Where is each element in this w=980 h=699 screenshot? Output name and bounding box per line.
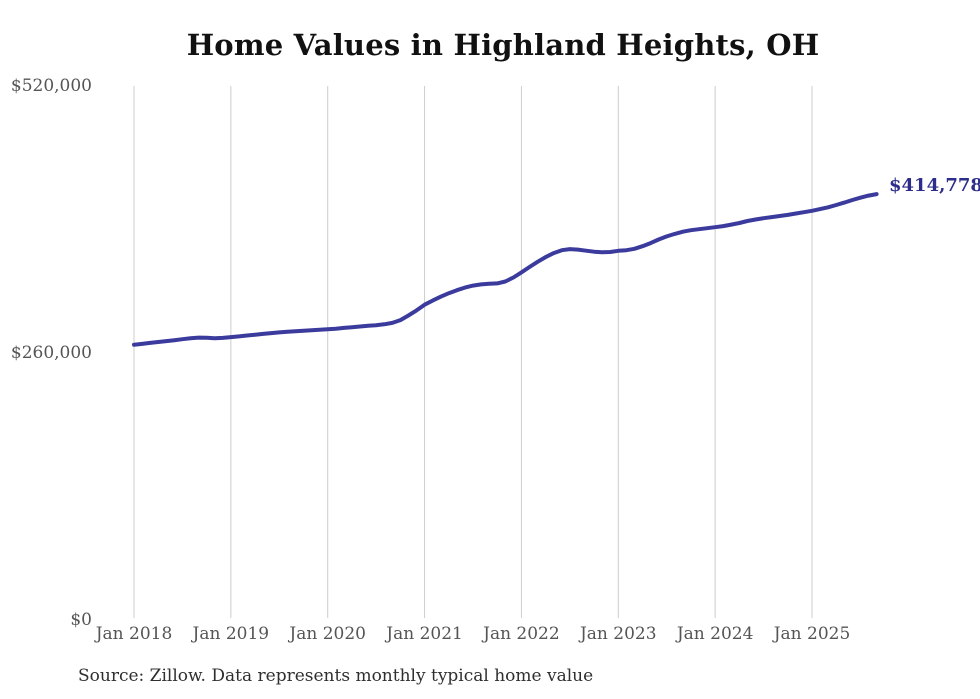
y-axis-label: $260,000	[10, 343, 92, 363]
x-axis-label: Jan 2018	[95, 624, 173, 644]
home-value-series-line	[132, 192, 879, 347]
x-axis-label: Jan 2019	[192, 624, 270, 644]
source-note: Source: Zillow. Data represents monthly …	[78, 666, 594, 686]
x-axis-label: Jan 2023	[579, 624, 657, 644]
x-axis-label: Jan 2025	[773, 624, 851, 644]
chart-title: Home Values in Highland Heights, OH	[186, 28, 820, 62]
latest-value-label: $414,778	[889, 175, 980, 197]
x-axis-label: Jan 2022	[483, 624, 560, 644]
y-axis-label: $520,000	[10, 76, 92, 96]
x-axis-label: Jan 2020	[289, 624, 366, 644]
x-axis-label: Jan 2021	[386, 624, 463, 644]
x-axis-label: Jan 2024	[676, 624, 754, 644]
y-axis-label: $0	[70, 610, 92, 630]
